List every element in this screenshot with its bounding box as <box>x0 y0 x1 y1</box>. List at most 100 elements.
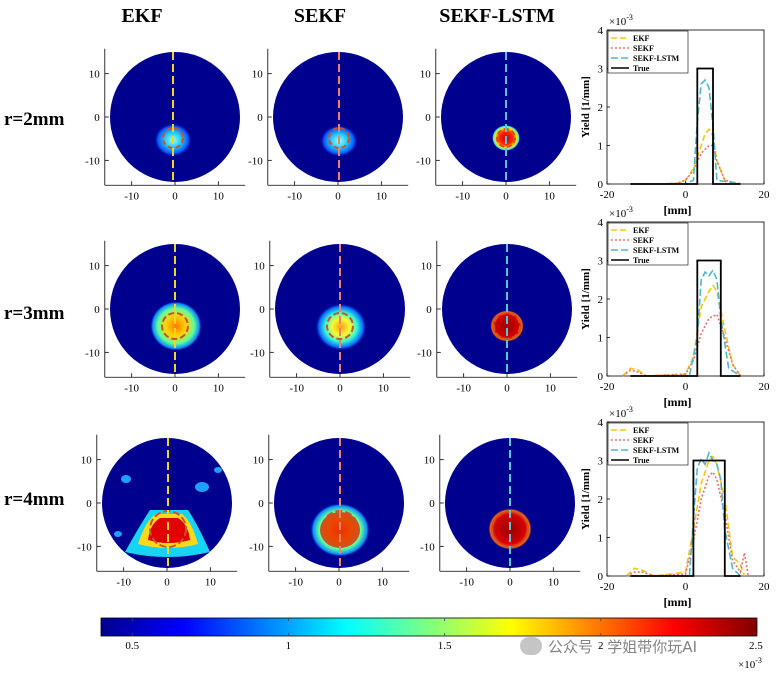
y-tick-label: 2 <box>598 294 604 306</box>
map-r2-sekf-lstm <box>441 52 571 182</box>
x-tick-label: 10 <box>378 382 390 394</box>
map-axes-1: -10 0 10 10 0 -10 <box>248 48 409 202</box>
y-tick-label: 10 <box>253 455 265 467</box>
y-tick-label: 10 <box>424 455 436 467</box>
row-label-r3: r=3mm <box>4 303 65 324</box>
y-axis-label: Yield [1/mm] <box>580 468 592 530</box>
legend-label-sekf-lstm: SEKF-LSTM <box>633 54 680 63</box>
legend-label-true: True <box>633 256 650 265</box>
map-axes-6: -10 0 10 10 0 -10 <box>77 434 238 588</box>
col-title-ekf: EKF <box>121 5 162 27</box>
series-line-ekf <box>622 284 742 377</box>
x-tick-label: 0 <box>337 382 343 394</box>
x-tick-label: 0 <box>683 381 689 393</box>
y-tick-label: 0 <box>598 179 604 191</box>
x-tick-label: -10 <box>124 382 139 394</box>
colorbar-gradient <box>100 617 758 637</box>
y-tick-label: 2 <box>598 102 604 114</box>
x-tick-label: 0 <box>507 576 513 588</box>
y-tick-label: 0 <box>94 304 100 316</box>
legend-label-true: True <box>633 64 650 73</box>
x-axis-label: [mm] <box>664 203 692 217</box>
y-axis-label: Yield [1/mm] <box>580 76 592 138</box>
x-tick-label: -20 <box>600 381 615 393</box>
map-axes-5: -10 0 10 10 0 -10 <box>417 240 578 394</box>
colorbar-tick-label: 2 <box>598 640 604 652</box>
map-r3-sekf <box>275 244 405 374</box>
y-tick-label: 1 <box>598 333 604 345</box>
y-tick-label: 10 <box>89 261 101 273</box>
col-title-sekf: SEKF <box>294 5 346 27</box>
y-tick-label: -10 <box>248 155 263 167</box>
row-label-r4: r=4mm <box>4 489 65 510</box>
x-tick-label: 10 <box>205 576 217 588</box>
map-r2-sekf <box>273 52 403 182</box>
x-tick-label: 0 <box>164 576 170 588</box>
map-r3-ekf <box>110 244 240 374</box>
y-tick-label: 10 <box>89 69 101 81</box>
y-tick-label: -10 <box>249 541 264 553</box>
map-r3-sekf-lstm <box>442 244 572 374</box>
series-line-sekf-lstm <box>630 78 741 185</box>
y-tick-label: -10 <box>85 347 100 359</box>
x-tick-label: 20 <box>759 581 771 593</box>
x-tick-label: 10 <box>548 576 560 588</box>
map-axes-3: -10 0 10 10 0 -10 <box>85 240 246 394</box>
map-r4-ekf <box>102 438 232 568</box>
y-tick-label: 0 <box>258 498 264 510</box>
col-title-sekf-lstm: SEKF-LSTM <box>439 5 555 27</box>
x-tick-label: 20 <box>759 189 771 201</box>
y-exponent: ×10-3 <box>609 405 633 420</box>
y-tick-label: -10 <box>417 347 432 359</box>
map-r2-ekf <box>110 52 240 182</box>
y-tick-label: 4 <box>598 25 604 37</box>
colorbar-tick-label: 1.5 <box>438 640 452 652</box>
x-tick-label: -10 <box>455 190 470 202</box>
y-tick-label: 0 <box>598 371 604 383</box>
y-tick-label: 3 <box>598 256 604 268</box>
map-axes-2: -10 0 10 10 0 -10 <box>416 48 577 202</box>
x-tick-label: 10 <box>213 190 225 202</box>
series-line-sekf <box>626 470 750 577</box>
x-tick-label: -10 <box>288 576 303 588</box>
series-line-sekf <box>622 313 742 377</box>
y-tick-label: 0 <box>259 304 265 316</box>
x-tick-label: 0 <box>683 189 689 201</box>
row-label-r2: r=2mm <box>4 109 65 130</box>
x-tick-label: -10 <box>459 576 474 588</box>
y-tick-label: 0 <box>257 112 263 124</box>
map-axes-8: -10 0 10 10 0 -10 <box>420 434 581 588</box>
x-tick-label: 10 <box>376 190 388 202</box>
y-tick-label: 10 <box>81 455 93 467</box>
x-tick-label: 20 <box>759 381 771 393</box>
y-tick-label: 3 <box>598 64 604 76</box>
series-line-ekf <box>626 455 746 577</box>
legend-label-sekf: SEKF <box>633 236 654 245</box>
y-tick-label: -10 <box>416 155 431 167</box>
x-tick-label: -10 <box>287 190 302 202</box>
y-tick-label: 1 <box>598 533 604 545</box>
legend-label-ekf: EKF <box>633 34 650 43</box>
y-tick-label: 10 <box>421 261 433 273</box>
x-tick-label: 0 <box>504 382 510 394</box>
x-tick-label: 0 <box>503 190 509 202</box>
x-tick-label: -10 <box>116 576 131 588</box>
map-axes-0: -10 0 10 10 0 -10 <box>85 48 246 202</box>
y-tick-label: 0 <box>426 304 432 316</box>
y-tick-label: 0 <box>94 112 100 124</box>
y-exponent: ×10-3 <box>609 13 633 28</box>
x-tick-label: 0 <box>172 382 178 394</box>
x-tick-label: -10 <box>124 190 139 202</box>
legend-label-sekf: SEKF <box>633 44 654 53</box>
y-tick-label: 0 <box>429 498 435 510</box>
x-tick-label: 10 <box>213 382 225 394</box>
series-line-true <box>630 67 741 185</box>
y-tick-label: 10 <box>252 69 264 81</box>
wechat-icon <box>520 637 542 655</box>
x-tick-label: 0 <box>335 190 341 202</box>
